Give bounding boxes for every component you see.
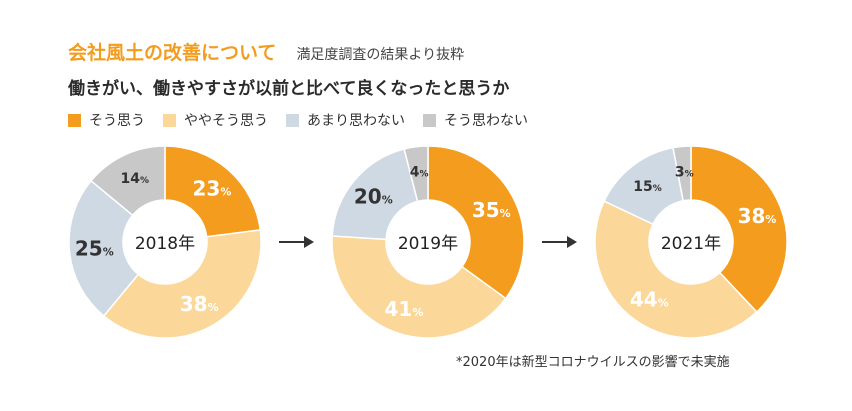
donut-slice [690, 145, 788, 314]
donut-center-label: 2019年 [398, 234, 458, 254]
donut-slice [331, 235, 507, 339]
legend-label: そう思わない [444, 113, 528, 129]
donut-slice [594, 200, 758, 339]
donut-center-label: 2018年 [135, 234, 195, 254]
donut-slice [403, 145, 429, 203]
title-row: 会社風土の改善について 満足度調査の結果より抜粋 [68, 38, 464, 65]
slice-value-label: 25% [75, 237, 114, 261]
legend-item: ややそう思う [163, 110, 268, 130]
legend-item: あまり思わない [286, 110, 405, 130]
arrow-right-icon [304, 236, 314, 248]
legend-swatch [68, 113, 81, 127]
donut-slice [427, 145, 525, 300]
legend-item: そう思わない [423, 110, 528, 130]
legend-label: そう思う [89, 113, 145, 129]
legend-swatch [423, 113, 436, 127]
donut-center-label: 2021年 [661, 234, 721, 254]
donut-slice [68, 179, 140, 318]
chart-title: 会社風土の改善について [68, 42, 277, 64]
donut-slice [164, 145, 262, 238]
donut-slice [331, 148, 419, 241]
donut-slice [89, 145, 166, 217]
donut-slice [672, 145, 692, 202]
arrow-right-icon [567, 236, 577, 248]
legend-label: あまり思わない [307, 113, 405, 129]
survey-question: 働きがい、働きやすさが以前と比べて良くなったと思うか [68, 79, 510, 99]
legend-swatch [286, 113, 299, 127]
legend-swatch [163, 113, 176, 127]
legend-label: ややそう思う [184, 113, 268, 129]
legend: そう思う ややそう思う あまり思わない そう思わない [68, 110, 528, 130]
slice-value-label: 41% [385, 297, 424, 321]
donut-slice [102, 229, 262, 339]
slice-value-label: 35% [472, 198, 511, 222]
footnote: *2020年は新型コロナウイルスの影響で未実施 [456, 355, 730, 370]
chart-subtitle: 満足度調査の結果より抜粋 [296, 47, 465, 63]
legend-item: そう思う [68, 110, 145, 130]
